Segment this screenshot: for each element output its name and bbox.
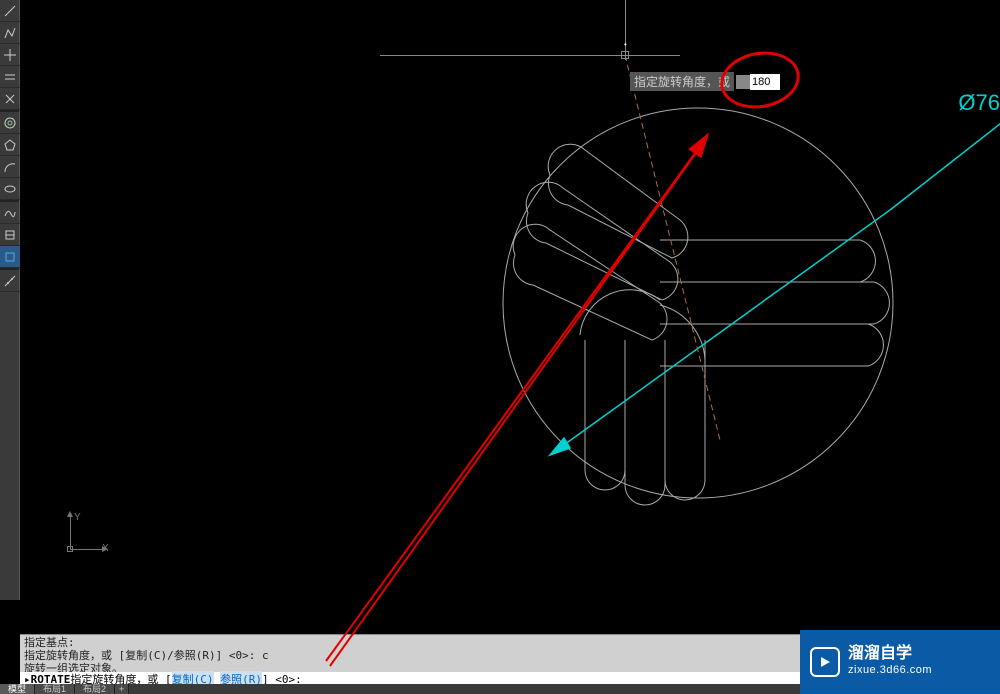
tool-point[interactable] xyxy=(0,88,20,110)
tool-polygon[interactable] xyxy=(0,134,20,156)
tab-model[interactable]: 模型 xyxy=(0,684,35,694)
watermark-title: 溜溜自学 xyxy=(848,646,932,662)
tool-arc[interactable] xyxy=(0,156,20,178)
ucs-y-label: Y xyxy=(74,512,81,523)
tool-spline[interactable] xyxy=(0,202,20,224)
tab-layout2[interactable]: 布局2 xyxy=(75,684,115,694)
drawing-svg xyxy=(20,0,1000,634)
tool-xline[interactable] xyxy=(0,44,20,66)
ucs-x-label: X xyxy=(102,543,109,554)
tool-circle[interactable] xyxy=(0,112,20,134)
ucs-icon: Y X xyxy=(50,514,100,564)
tool-mline[interactable] xyxy=(0,66,20,88)
tool-ellipse[interactable] xyxy=(0,178,20,200)
drawing-canvas[interactable]: • 指定旋转角度，或 Ø76 Y X xyxy=(20,0,1000,634)
basepoint-marker: • xyxy=(624,40,627,49)
tool-divide[interactable] xyxy=(0,270,20,292)
tool-hatch[interactable] xyxy=(0,224,20,246)
tool-region[interactable] xyxy=(0,246,20,268)
tab-layout1[interactable]: 布局1 xyxy=(35,684,75,694)
watermark-url: zixue.3d66.com xyxy=(848,662,932,678)
dimension-text: Ø76 xyxy=(958,90,1000,116)
dynamic-input-label: 指定旋转角度，或 xyxy=(630,72,734,91)
tab-add[interactable]: + xyxy=(115,684,129,694)
crosshair-pickbox xyxy=(621,51,629,59)
crosshair-horizontal xyxy=(380,55,680,56)
tool-line[interactable] xyxy=(0,0,20,22)
tool-pline[interactable] xyxy=(0,22,20,44)
watermark-logo: 溜溜自学 zixue.3d66.com xyxy=(800,630,1000,694)
watermark-play-icon xyxy=(810,647,840,677)
draw-toolbar xyxy=(0,0,20,600)
